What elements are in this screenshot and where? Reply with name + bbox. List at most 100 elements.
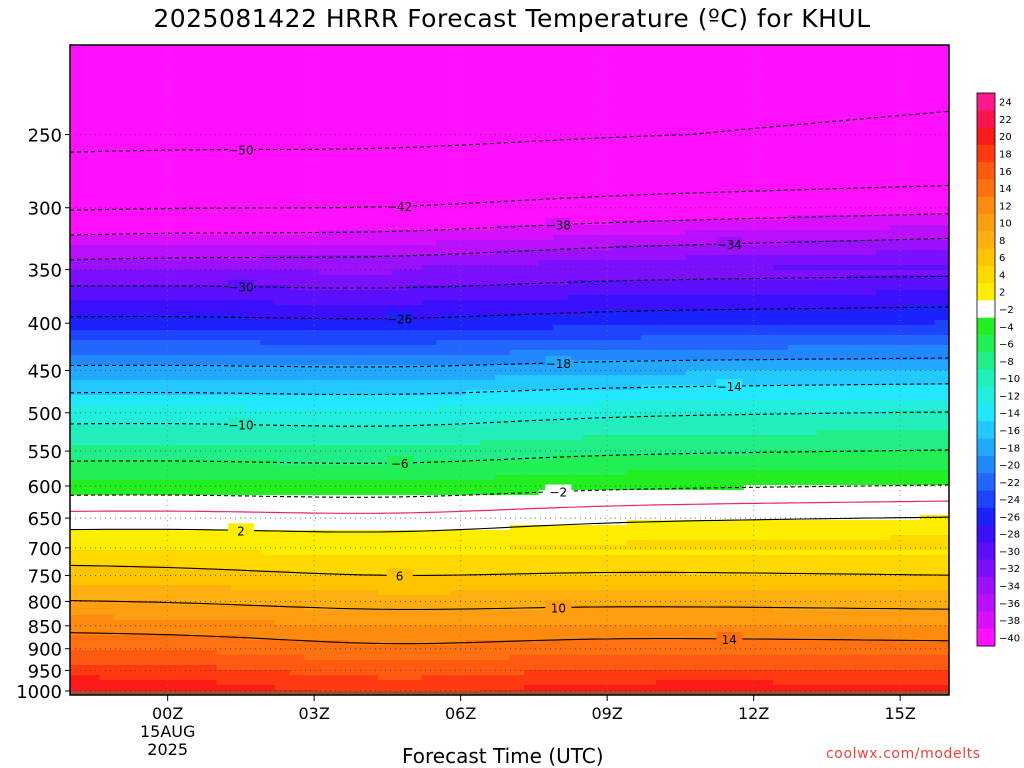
field-cell (773, 335, 789, 341)
field-cell (406, 350, 423, 356)
field-cell (758, 425, 774, 431)
field-cell (817, 200, 833, 206)
field-cell (231, 430, 247, 436)
field-cell (700, 380, 716, 386)
field-cell (231, 50, 247, 56)
field-cell (201, 415, 218, 421)
field-cell (670, 55, 686, 61)
field-cell (143, 385, 159, 391)
field-cell (480, 265, 496, 271)
field-cell (304, 370, 320, 376)
field-cell (450, 95, 467, 101)
field-cell (157, 130, 174, 136)
field-cell (70, 385, 86, 391)
field-cell (612, 360, 628, 366)
field-cell (421, 420, 437, 426)
field-cell (582, 190, 598, 196)
field-cell (436, 275, 452, 281)
field-cell (289, 250, 305, 256)
field-cell (275, 290, 291, 296)
field-cell (363, 170, 379, 176)
field-cell (700, 180, 716, 186)
field-cell (245, 325, 261, 331)
field-cell (538, 405, 555, 411)
field-cell (773, 235, 789, 241)
field-cell (392, 160, 408, 166)
field-cell (348, 45, 364, 51)
field-cell (890, 430, 906, 436)
field-cell (304, 345, 320, 351)
field-cell (216, 190, 232, 196)
field-cell (538, 395, 555, 401)
field-cell (919, 155, 935, 161)
field-cell (875, 355, 891, 361)
field-cell (289, 345, 305, 351)
field-cell (875, 270, 891, 276)
field-cell (99, 65, 115, 71)
field-cell (597, 180, 613, 186)
field-cell (758, 190, 774, 196)
field-cell (919, 210, 935, 216)
field-cell (260, 185, 276, 191)
field-cell (436, 345, 452, 351)
field-cell (245, 170, 261, 176)
field-cell (890, 265, 906, 271)
field-cell (700, 205, 716, 211)
field-cell (216, 450, 232, 456)
field-cell (216, 375, 232, 381)
field-cell (70, 455, 86, 461)
field-cell (216, 195, 232, 201)
field-cell (465, 245, 481, 251)
field-cell (758, 85, 774, 91)
field-cell (524, 260, 540, 266)
field-cell (905, 395, 921, 401)
field-cell (260, 60, 276, 66)
field-cell (70, 335, 86, 341)
field-cell (231, 350, 247, 356)
field-cell (919, 170, 935, 176)
field-cell (626, 435, 642, 441)
field-cell (641, 300, 657, 306)
field-cell (861, 160, 877, 166)
field-cell (319, 160, 335, 166)
field-cell (773, 310, 789, 316)
field-cell (568, 270, 584, 276)
field-cell (392, 245, 408, 251)
field-cell (436, 130, 452, 136)
field-cell (729, 140, 745, 146)
field-cell (84, 225, 100, 231)
field-cell (685, 225, 701, 231)
field-cell (787, 200, 804, 206)
field-cell (905, 390, 921, 396)
field-cell (84, 50, 100, 56)
field-cell (875, 60, 891, 66)
field-cell (670, 300, 686, 306)
field-cell (612, 200, 628, 206)
field-cell (392, 380, 408, 386)
field-cell (363, 140, 379, 146)
field-cell (157, 250, 174, 256)
field-cell (685, 285, 701, 291)
field-cell (538, 205, 555, 211)
field-cell (289, 220, 305, 226)
field-cell (494, 80, 511, 86)
field-cell (99, 150, 115, 156)
field-cell (612, 425, 628, 431)
field-cell (729, 175, 745, 181)
field-cell (216, 235, 232, 241)
field-cell (377, 245, 393, 251)
field-cell (509, 395, 525, 401)
field-cell (70, 315, 86, 321)
field-cell (743, 335, 760, 341)
field-cell (304, 90, 320, 96)
field-cell (70, 170, 86, 176)
field-cell (685, 310, 701, 316)
field-cell (875, 360, 891, 366)
field-cell (99, 220, 115, 226)
field-cell (172, 210, 188, 216)
field-cell (890, 190, 906, 196)
field-cell (363, 315, 379, 321)
field-cell (114, 65, 130, 71)
field-cell (846, 365, 862, 371)
field-cell (817, 285, 833, 291)
